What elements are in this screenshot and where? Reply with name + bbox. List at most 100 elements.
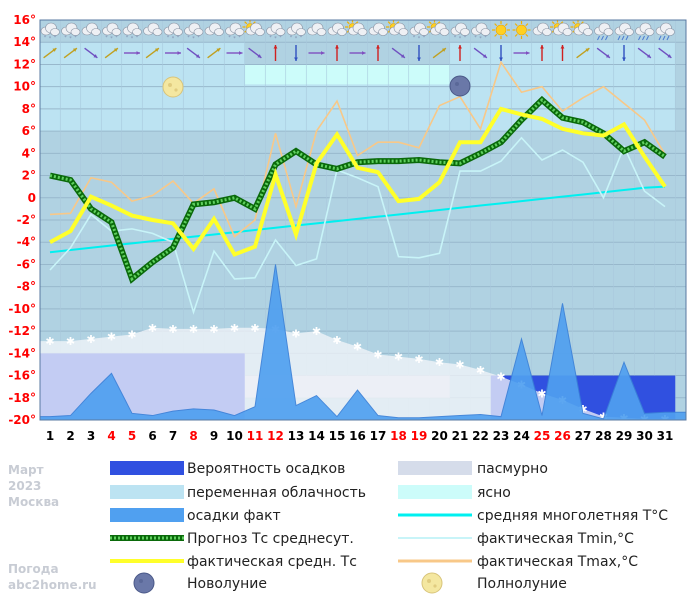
wind-arrow-se-icon	[658, 47, 672, 59]
wind-arrow-ne-icon	[43, 47, 57, 59]
y-tick-label: 14°	[13, 35, 36, 49]
x-tick-label: 9	[210, 429, 218, 443]
x-tick-label: 13	[288, 429, 305, 443]
wind-head	[335, 45, 339, 49]
series-line-2	[49, 60, 666, 238]
cloud-part	[337, 28, 347, 36]
legend-label: ясно	[477, 485, 511, 501]
legend-swatch-overcast	[398, 461, 472, 475]
x-tick-label: 25	[534, 429, 551, 443]
sun-cloud-icon	[345, 19, 368, 36]
wind-arrow-n-icon	[540, 45, 544, 61]
legend-swatch-newmoon	[133, 572, 155, 594]
rain-cloud-icon	[594, 22, 614, 41]
cloud-part	[111, 28, 122, 36]
snowflake-dot: *	[300, 35, 303, 41]
snow-flake-marker: ✱	[66, 335, 75, 348]
moon-crater	[433, 584, 437, 588]
legend-label: фактическая Tmax,°C	[477, 554, 638, 570]
x-tick-label: 12	[267, 429, 284, 443]
cloud-part	[562, 28, 573, 36]
full-moon-disc	[162, 76, 184, 98]
wind-arrow-e-icon	[513, 51, 530, 55]
wind-arrow-se-icon	[248, 47, 262, 59]
rain-cloud-icon	[635, 22, 655, 41]
legend: Вероятность осадков переменная облачность…	[110, 461, 668, 594]
snow-flake-marker: ✱	[107, 331, 116, 344]
cloud-icon	[532, 22, 552, 36]
wind-arrow-ne-icon	[576, 47, 590, 59]
snowflake-dot: *	[110, 36, 113, 42]
wind-arrow-ne-icon	[63, 47, 78, 59]
legend-label: Вероятность осадков	[187, 461, 345, 477]
x-tick-label: 7	[169, 429, 177, 443]
x-tick-label: 29	[616, 429, 633, 443]
snow-flake-marker: ✱	[148, 322, 157, 335]
snowflake-dot: *	[464, 35, 467, 41]
wind-arrow-ne-icon	[145, 47, 160, 59]
wind-head	[482, 54, 487, 58]
wind-arrow-ne-icon	[207, 47, 221, 59]
cloud-part	[214, 28, 224, 36]
cloud-part	[275, 28, 286, 36]
x-tick-label: 6	[148, 429, 156, 443]
sun-icon	[512, 21, 531, 39]
y-tick-label: -16°	[8, 369, 36, 383]
cloud-part	[665, 28, 675, 36]
precip-fact-polygon	[39, 264, 687, 421]
snowflake-dot: *	[177, 35, 180, 41]
full-moon-disc	[421, 572, 443, 594]
snow-cloud-icon: * * *	[40, 22, 60, 42]
cloud-part	[357, 28, 368, 36]
legend-label: переменная облачность	[187, 485, 366, 501]
snowflake-dot: *	[172, 36, 175, 42]
wind-head	[560, 45, 565, 49]
wind-head	[417, 57, 421, 61]
wind-arrow-ne-icon	[432, 47, 447, 59]
wind-head	[585, 48, 590, 52]
x-tick-label: 19	[411, 429, 428, 443]
x-tick-label: 22	[472, 429, 489, 443]
moon-crater	[168, 83, 172, 87]
snowflake-dot: *	[192, 36, 195, 42]
cloud-part	[296, 28, 306, 36]
wind-arrow-n-icon	[335, 45, 339, 61]
sun-cloud-icon	[550, 19, 573, 36]
wind-arrow-s-icon	[294, 45, 298, 61]
y-tick-label: -2°	[17, 213, 36, 227]
wind-head	[154, 48, 159, 52]
legend-label: Новолуние	[187, 576, 267, 592]
legend-label: Полнолуние	[477, 576, 567, 592]
series-line-0	[49, 185, 666, 254]
snowflake-dot: *	[474, 35, 477, 41]
wind-arrow-e-icon	[165, 51, 181, 55]
sun-ray	[551, 21, 555, 25]
rain-drop	[658, 35, 662, 41]
snowflake-dot: *	[233, 36, 236, 42]
wind-head	[52, 48, 57, 52]
snow-flake-marker: ✱	[86, 333, 95, 346]
sun-ray	[504, 23, 508, 27]
sun-ray	[387, 21, 391, 25]
y-tick-label: -12°	[8, 324, 36, 338]
snow-flake-marker: ✱	[476, 364, 485, 377]
y-tick-label: -10°	[8, 302, 36, 316]
snow-flake-marker: ✱	[599, 411, 608, 424]
y-tick-label: -4°	[17, 235, 36, 249]
y-tick-label: 10°	[13, 80, 36, 94]
cloud-part	[460, 28, 470, 36]
snow-cloud-icon: * * *	[286, 22, 306, 42]
sun-ray	[504, 33, 508, 37]
legend-label: Прогноз Тс среднесут.	[187, 531, 354, 547]
site-url[interactable]: abc2home.ru	[8, 578, 97, 592]
wind-arrow-se-icon	[186, 47, 201, 59]
wind-arrow-s-icon	[417, 45, 421, 61]
x-tick-label: 3	[87, 429, 95, 443]
x-tick-label: 16	[349, 429, 366, 443]
y-tick-label: 12°	[13, 57, 36, 71]
cloud-icon	[204, 22, 224, 36]
legend-label: средняя многолетняя T°C	[477, 508, 668, 524]
weather-icon-row: * * * * * * * * * * * * * * * * * * * * * * * * * * * * * * * * * * * *	[40, 19, 675, 42]
wind-arrow-ne-icon	[104, 47, 119, 59]
